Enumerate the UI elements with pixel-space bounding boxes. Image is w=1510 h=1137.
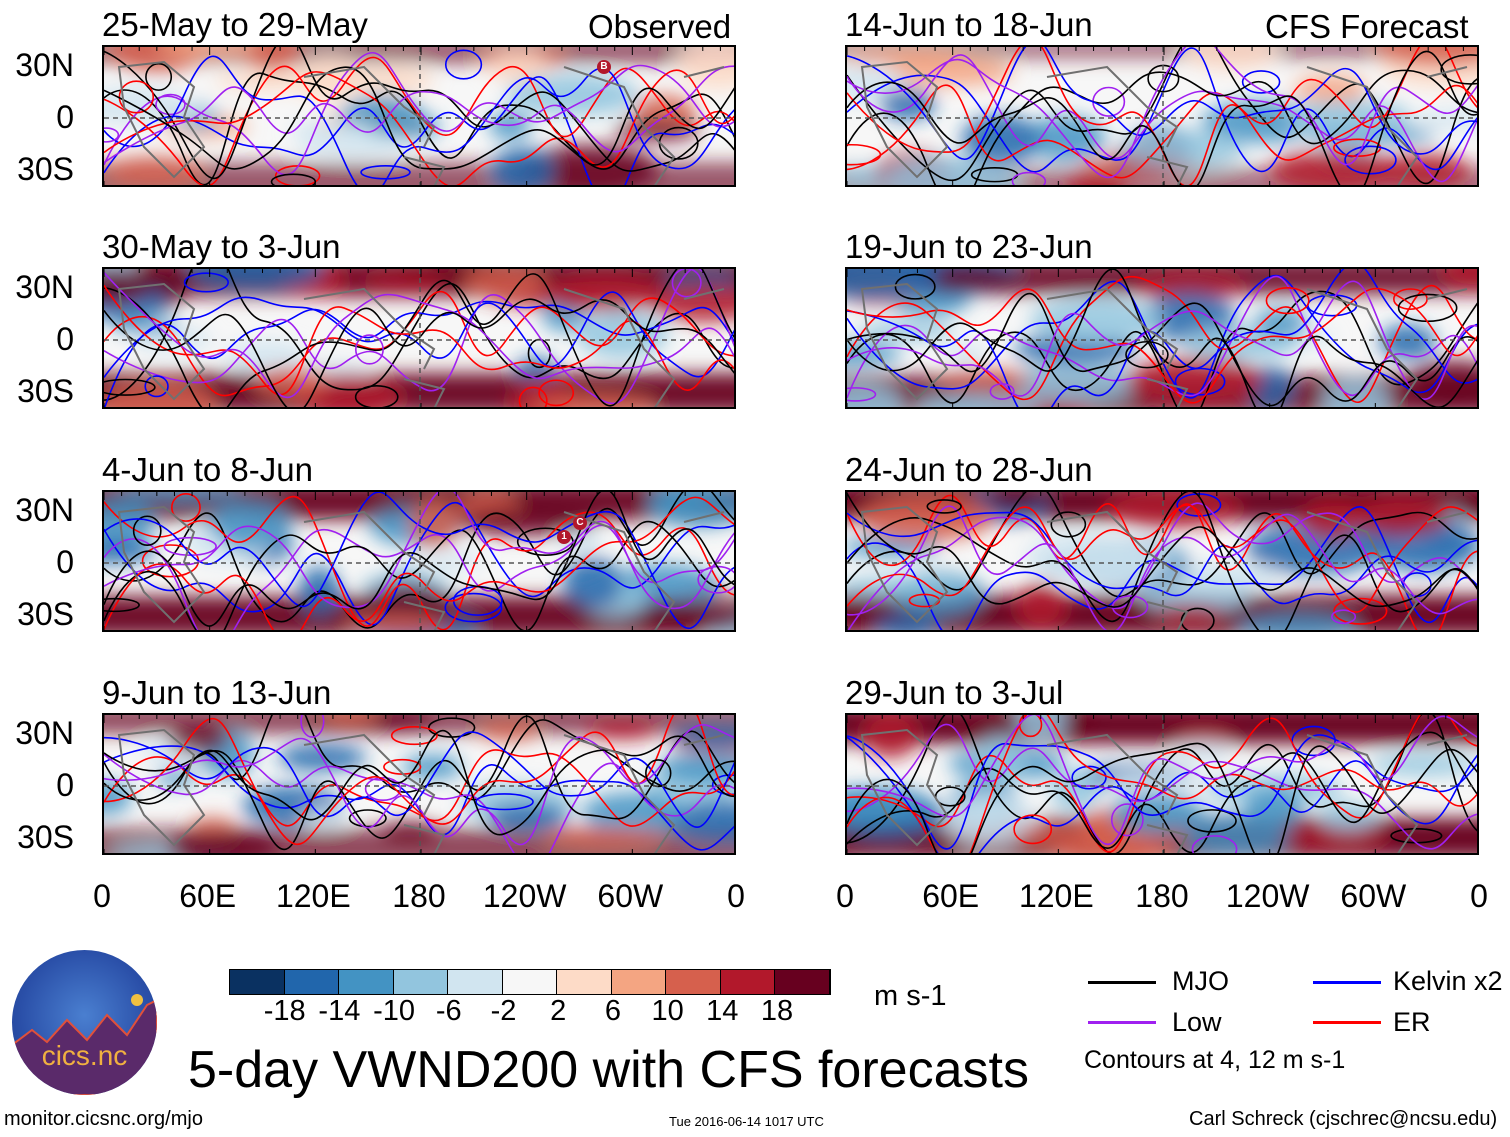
- colorbar-label: -6: [435, 995, 462, 1027]
- contours-note: Contours at 4, 12 m s-1: [1084, 1046, 1346, 1074]
- logo-mountains-icon: [12, 994, 157, 1095]
- lon-label: 0: [93, 878, 111, 914]
- legend-er-label: ER: [1393, 1007, 1431, 1037]
- lon-label: 0: [836, 878, 854, 914]
- lon-label: 180: [392, 878, 446, 914]
- map-panel: [845, 45, 1479, 187]
- panel-title: 9-Jun to 13-Jun: [102, 674, 332, 711]
- lon-label: 60W: [597, 878, 664, 914]
- observed-label: Observed: [588, 8, 732, 45]
- lat-label: 0: [56, 99, 74, 135]
- lat-label: 30N: [15, 492, 74, 528]
- colorbar-swatch: [666, 970, 721, 994]
- panel-title: 14-Jun to 18-Jun: [845, 6, 1093, 43]
- lat-label: 30N: [15, 47, 74, 83]
- map-panel: [102, 713, 736, 855]
- colorbar-swatch: [393, 970, 448, 994]
- lat-label: 0: [56, 767, 74, 803]
- figure-title: 5-day VWND200 with CFS forecasts: [188, 1041, 1029, 1099]
- colorbar-label: 14: [706, 995, 739, 1027]
- colorbar-swatch: [339, 970, 394, 994]
- lat-label: 0: [56, 544, 74, 580]
- colorbar-label: -10: [373, 995, 416, 1027]
- colorbar-label: -14: [318, 995, 361, 1027]
- storm-marker: 1: [557, 530, 571, 544]
- map-panel: [102, 490, 736, 632]
- panel-title: 19-Jun to 23-Jun: [845, 228, 1093, 265]
- lat-label: 30S: [17, 819, 74, 855]
- lon-label: 0: [1470, 878, 1488, 914]
- colorbar-label: 6: [604, 995, 621, 1027]
- legend-er-line: [1313, 1021, 1381, 1024]
- cics-logo: cics.nc: [12, 950, 157, 1095]
- logo-text: cics.nc: [41, 1040, 128, 1071]
- lon-label: 120W: [1225, 878, 1310, 914]
- map-panel: [845, 713, 1479, 855]
- lon-label: 60W: [1340, 878, 1407, 914]
- legend-low-label: Low: [1172, 1007, 1222, 1037]
- storm-marker: B: [597, 60, 611, 74]
- forecast-label: CFS Forecast: [1265, 8, 1469, 45]
- lon-label: 60E: [179, 878, 237, 914]
- map-panel: [102, 45, 736, 187]
- lat-label: 30N: [15, 269, 74, 305]
- lat-label: 0: [56, 321, 74, 357]
- colorbar: [229, 969, 831, 995]
- map-panel: [102, 267, 736, 409]
- colorbar-label: 2: [550, 995, 567, 1027]
- legend-mjo-line: [1088, 981, 1156, 984]
- lon-label: 120E: [275, 878, 351, 914]
- lat-label: 30S: [17, 373, 74, 409]
- lon-label: 120E: [1018, 878, 1094, 914]
- storm-marker: C: [573, 516, 587, 530]
- colorbar-label: -2: [490, 995, 517, 1027]
- lon-label: 120W: [482, 878, 567, 914]
- panel-title: 4-Jun to 8-Jun: [102, 451, 313, 488]
- map-panel: [845, 267, 1479, 409]
- lat-label: 30S: [17, 151, 74, 187]
- footer-timestamp: Tue 2016-06-14 1017 UTC: [669, 1114, 824, 1129]
- colorbar-label: -18: [263, 995, 306, 1027]
- colorbar-swatch: [557, 970, 612, 994]
- footer-url[interactable]: monitor.cicsnc.org/mjo: [4, 1108, 203, 1130]
- colorbar-swatch: [502, 970, 557, 994]
- colorbar-swatch: [284, 970, 339, 994]
- map-panel: [845, 490, 1479, 632]
- legend-kelvin-line: [1313, 981, 1381, 984]
- lon-label: 60E: [922, 878, 980, 914]
- panel-title: 24-Jun to 28-Jun: [845, 451, 1093, 488]
- footer-author: Carl Schreck (cjschrec@ncsu.edu): [1189, 1108, 1498, 1130]
- colorbar-units: m s-1: [874, 980, 947, 1012]
- legend-mjo-label: MJO: [1172, 966, 1229, 996]
- colorbar-swatch: [448, 970, 503, 994]
- colorbar-swatch: [720, 970, 775, 994]
- legend-low-line: [1088, 1021, 1156, 1024]
- colorbar-swatch: [230, 970, 285, 994]
- panel-title: 25-May to 29-May: [102, 6, 368, 43]
- colorbar-label: 10: [651, 995, 684, 1027]
- panel-title: 30-May to 3-Jun: [102, 228, 341, 265]
- lat-label: 30S: [17, 596, 74, 632]
- lat-label: 30N: [15, 715, 74, 751]
- colorbar-label: 18: [760, 995, 794, 1027]
- panel-title: 29-Jun to 3-Jul: [845, 674, 1064, 711]
- colorbar-swatch: [775, 970, 830, 994]
- lon-label: 180: [1135, 878, 1189, 914]
- lon-label: 0: [727, 878, 745, 914]
- colorbar-swatch: [611, 970, 666, 994]
- legend-kelvin-label: Kelvin x2: [1393, 966, 1503, 996]
